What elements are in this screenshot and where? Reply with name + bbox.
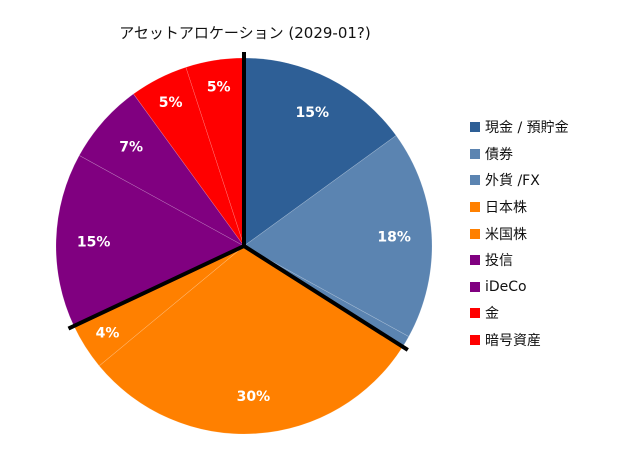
legend-item: 債券 xyxy=(470,141,569,168)
slice-label: 15% xyxy=(77,234,111,250)
pie-slice xyxy=(78,93,245,247)
legend-label: 投信 xyxy=(485,253,513,270)
legend-swatch-icon xyxy=(470,255,480,266)
legend-label: 現金 / 預貯金 xyxy=(485,120,569,137)
legend-label: 債券 xyxy=(485,146,513,163)
legend-item: 投信 xyxy=(470,247,569,274)
slice-label: 18% xyxy=(377,230,411,246)
legend-item: iDeCo xyxy=(470,274,569,301)
legend-swatch-icon xyxy=(470,175,480,186)
slice-label: 5% xyxy=(207,79,231,95)
slice-label: 30% xyxy=(237,389,271,405)
group-separator xyxy=(67,243,247,331)
legend-item: 米国株 xyxy=(470,220,569,247)
pie-slice xyxy=(243,57,397,247)
slice-label: 15% xyxy=(296,105,330,121)
legend: 現金 / 預貯金 債券外貨 /FX 日本株米国株投信 iDeCo 金暗号資産 xyxy=(470,114,569,353)
pie-slice xyxy=(133,66,245,247)
legend-item: 暗号資産 xyxy=(470,327,569,354)
legend-label: 米国株 xyxy=(485,226,527,243)
legend-label: 金 xyxy=(485,306,499,323)
legend-swatch-icon xyxy=(470,202,480,213)
legend-label: iDeCo xyxy=(485,278,527,295)
chart-title: アセットアロケーション (2029-01?) xyxy=(119,24,371,42)
legend-label: 外貨 /FX xyxy=(485,173,540,190)
pie-slice xyxy=(55,155,245,327)
slice-label: 7% xyxy=(119,140,143,156)
legend-swatch-icon xyxy=(470,148,480,159)
pie-slice xyxy=(243,135,433,337)
pie-slice xyxy=(98,245,404,435)
legend-swatch-icon xyxy=(470,281,480,292)
slice-label: 5% xyxy=(159,95,183,111)
slice-label: 4% xyxy=(96,326,120,342)
group-separator xyxy=(241,243,409,352)
legend-swatch-icon xyxy=(470,308,480,319)
legend-item: 金 xyxy=(470,300,569,327)
legend-label: 日本株 xyxy=(485,200,527,217)
legend-item: 日本株 xyxy=(470,194,569,221)
legend-swatch-icon xyxy=(470,122,480,133)
legend-label: 暗号資産 xyxy=(485,333,541,350)
legend-swatch-icon xyxy=(470,228,480,239)
legend-item: 外貨 /FX xyxy=(470,167,569,194)
legend-item: 現金 / 預貯金 xyxy=(470,114,569,141)
legend-swatch-icon xyxy=(470,335,480,346)
